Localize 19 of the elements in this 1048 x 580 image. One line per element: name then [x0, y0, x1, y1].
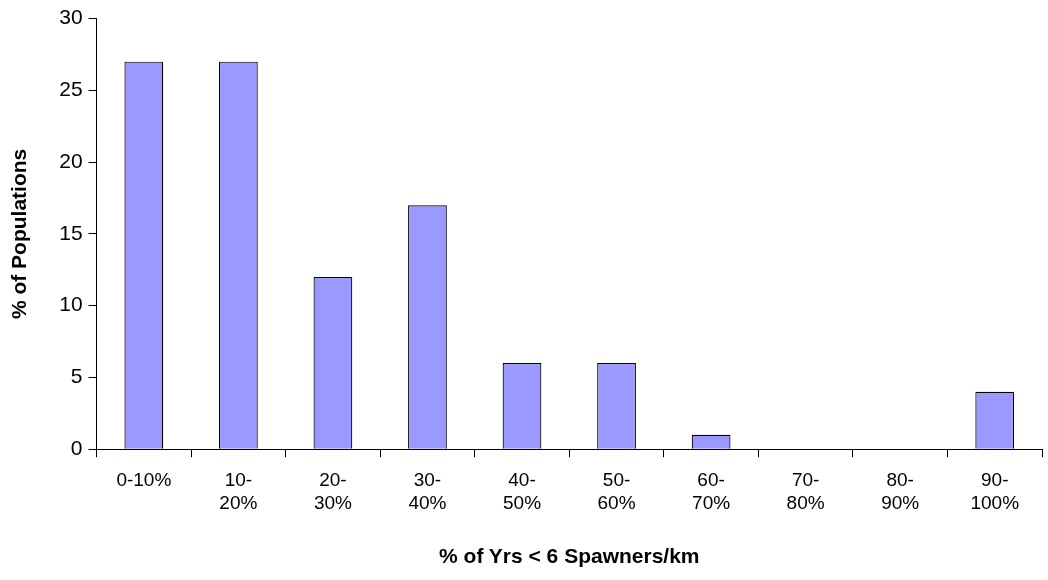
y-tick-label: 25 [59, 77, 83, 101]
x-tick-label: 40-50% [502, 468, 542, 513]
x-tick-label: 90-100% [970, 468, 1020, 513]
y-tick-label: 0 [70, 436, 83, 459]
x-tick-label: 0-10% [116, 468, 172, 490]
y-tick-label: 30 [59, 5, 83, 29]
x-tick-label: 80-90% [881, 468, 920, 513]
x-tick-label: 10-20% [219, 468, 258, 513]
x-tick-label: 30-40% [408, 468, 447, 513]
y-tick-label: 5 [70, 364, 83, 388]
y-tick-label: 10 [59, 292, 83, 316]
x-tick-label: 60-70% [692, 468, 731, 513]
y-tick-label: 15 [59, 220, 83, 244]
y-axis-title: % of Populations [7, 148, 31, 320]
x-tick-label: 20-30% [313, 468, 353, 513]
x-tick-label: 50-60% [597, 468, 636, 513]
x-tick-label: 70-80% [786, 468, 825, 513]
x-axis-title: % of Yrs < 6 Spawners/km [439, 544, 700, 568]
y-tick-label: 20 [59, 148, 83, 172]
